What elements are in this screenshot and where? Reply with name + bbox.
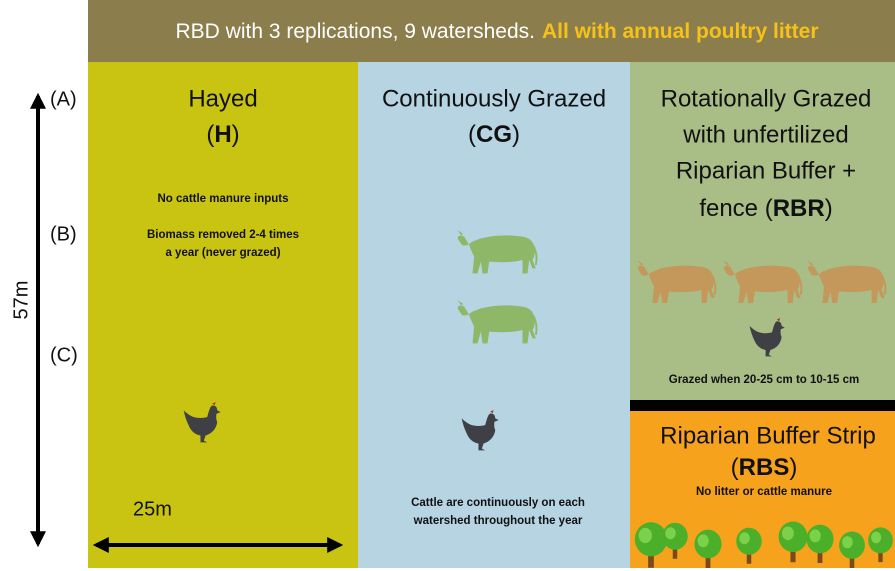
code: H [214,121,231,148]
banner-highlight: All with annual poultry litter [542,20,819,43]
note: Grazed when 20-25 cm to 10-15 cm [669,374,859,386]
panel-code: (RBS) [731,454,798,481]
note: No litter or cattle manure [696,486,832,498]
code-prefix: ( [731,454,739,481]
panel-title: with unfertilized [682,121,848,148]
code-suffix: ) [825,195,833,222]
panel-code: (H) [206,121,239,148]
code-prefix: ( [206,121,214,148]
code: CG [476,121,512,148]
note: No cattle manure inputs [158,193,289,205]
length-label: 57m [10,281,32,320]
axis-label: (B) [50,223,77,245]
banner-text: RBD with 3 replications, 9 watersheds. Al… [175,20,818,43]
divider [630,400,895,411]
panel-title: Continuously Grazed [382,85,606,112]
note: watershed throughout the year [413,515,583,527]
code-suffix: ) [789,454,797,481]
panel-rbr [630,62,895,400]
panel-title: Hayed [188,85,257,112]
note: a year (never grazed) [165,247,280,259]
panel-code: (CG) [468,121,520,148]
code: RBR [773,195,825,222]
code-prefix: ( [468,121,476,148]
code: RBS [739,454,790,481]
code-suffix: ) [232,121,240,148]
axis-label: (A) [50,88,77,110]
axis-label: (C) [50,344,78,366]
width-label: 25m [133,498,172,520]
panel-title: Riparian Buffer + [676,157,856,184]
panel-code: fence (RBR) [699,195,832,222]
panel-title: Rotationally Grazed [661,85,872,112]
panel-title: Riparian Buffer Strip [660,422,876,449]
note: Biomass removed 2-4 times [147,229,299,241]
diagram: RBD with 3 replications, 9 watersheds. Al… [0,0,895,571]
code-suffix: ) [512,121,520,148]
note: Cattle are continuously on each [411,497,585,509]
banner-main: RBD with 3 replications, 9 watersheds. [175,20,535,43]
code-prefix: fence ( [699,195,772,222]
